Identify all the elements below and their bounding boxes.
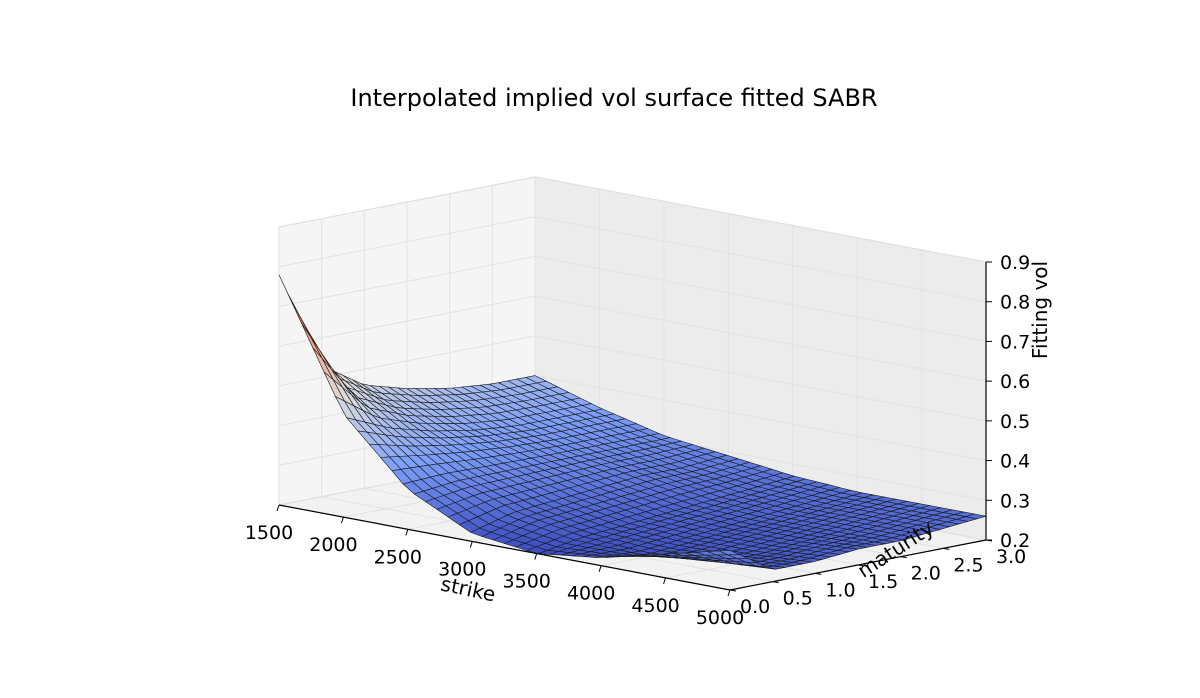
y-tick-mark	[857, 564, 865, 567]
x-tick-mark	[276, 504, 280, 512]
grid-line-vol	[278, 216, 987, 303]
z-tick-label: 0.9	[1000, 252, 1030, 274]
y-tick-label: 2.0	[911, 563, 941, 585]
x-tick-label: 2500	[374, 546, 422, 568]
grid-line-vol	[278, 295, 987, 382]
z-axis-label: Fitting vol	[1028, 261, 1052, 359]
z-tick-label: 0.6	[1000, 371, 1030, 393]
z-tick-label: 0.5	[1000, 411, 1030, 433]
y-tick-label: 3.0	[996, 546, 1026, 568]
y-tick-mark	[943, 547, 950, 550]
x-tick-label: 4500	[631, 595, 679, 617]
y-tick-label: 0.5	[783, 588, 813, 610]
grid-line-vol	[278, 176, 987, 263]
vol-surface	[278, 274, 987, 570]
x-tick-label: 3500	[503, 571, 551, 593]
y-tick-label: 2.5	[953, 554, 983, 576]
x-tick-label: 1500	[245, 522, 293, 544]
x-axis-line	[278, 504, 731, 591]
x-tick-label: 3000	[438, 558, 486, 580]
z-tick-label: 0.4	[1000, 451, 1030, 473]
grid-line-vol	[278, 335, 987, 422]
x-tick-label: 5000	[696, 607, 744, 629]
x-tick-mark	[340, 516, 344, 524]
y-tick-label: 1.0	[825, 579, 855, 601]
x-tick-mark	[598, 565, 602, 572]
z-tick-label: 0.2	[1000, 530, 1030, 552]
y-tick-mark	[772, 581, 779, 584]
grid-line-vol	[278, 255, 987, 342]
z-tick-label: 0.7	[1000, 331, 1030, 353]
y-tick-label: 1.5	[868, 571, 898, 593]
x-tick-label: 4000	[567, 583, 615, 605]
x-tick-label: 2000	[309, 534, 357, 556]
x-tick-mark	[534, 553, 538, 560]
y-tick-label: 0.0	[740, 596, 770, 618]
z-tick-label: 0.8	[1000, 292, 1030, 314]
x-tick-mark	[405, 529, 409, 536]
z-tick-label: 0.3	[1000, 490, 1030, 512]
y-tick-mark	[729, 589, 737, 592]
surface-cell	[718, 549, 740, 556]
x-tick-mark	[469, 541, 473, 548]
y-tick-mark	[815, 572, 822, 575]
x-tick-mark	[663, 577, 667, 585]
x-axis-label: strike	[439, 572, 498, 607]
y-tick-mark	[900, 556, 907, 559]
chart-title: Interpolated implied vol surface fitted …	[350, 84, 877, 112]
x-tick-mark	[727, 589, 731, 597]
